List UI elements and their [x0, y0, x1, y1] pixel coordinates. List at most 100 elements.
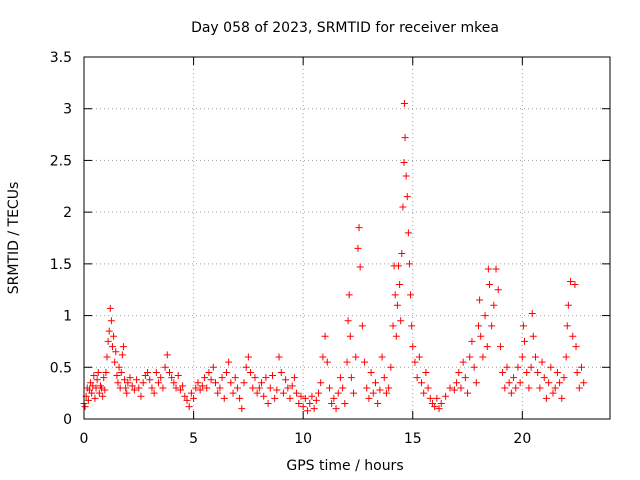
- data-point: [488, 322, 496, 330]
- data-point: [484, 265, 492, 273]
- data-point: [128, 382, 136, 390]
- data-point: [240, 379, 248, 387]
- data-point: [123, 389, 131, 397]
- data-point: [531, 353, 539, 361]
- data-point: [207, 376, 215, 384]
- data-point: [369, 389, 377, 397]
- data-point: [312, 396, 320, 404]
- data-point: [185, 403, 193, 411]
- data-point: [507, 389, 515, 397]
- data-point: [286, 394, 294, 402]
- data-point: [117, 368, 125, 376]
- data-point: [236, 394, 244, 402]
- data-point: [542, 394, 550, 402]
- data-point: [115, 363, 123, 371]
- data-point: [572, 343, 580, 351]
- data-point: [212, 379, 219, 387]
- data-point: [209, 363, 217, 371]
- data-point: [374, 399, 382, 407]
- data-point: [146, 376, 154, 384]
- data-point: [380, 374, 388, 382]
- data-point: [90, 372, 98, 380]
- y-tick-label: 0.5: [50, 360, 72, 376]
- data-point: [538, 358, 546, 366]
- data-point: [315, 389, 323, 397]
- data-point: [505, 379, 513, 387]
- data-point: [494, 286, 502, 294]
- data-point: [133, 376, 141, 384]
- data-point: [334, 389, 342, 397]
- data-point: [426, 394, 434, 402]
- x-tick-label: 5: [189, 431, 198, 447]
- y-tick-label: 1: [63, 309, 72, 325]
- plot-frame: [83, 56, 611, 420]
- data-point: [130, 386, 138, 394]
- data-point: [308, 392, 316, 400]
- data-point: [540, 374, 548, 382]
- data-point: [442, 392, 450, 400]
- data-point: [397, 317, 405, 325]
- data-point: [106, 304, 114, 312]
- data-point: [365, 394, 373, 402]
- data-point: [111, 358, 119, 366]
- data-point: [408, 322, 416, 330]
- data-point: [88, 389, 96, 397]
- data-point: [95, 389, 103, 397]
- data-point: [251, 374, 259, 382]
- data-point: [165, 368, 173, 376]
- data-point: [264, 399, 272, 407]
- data-point: [105, 327, 113, 335]
- data-point: [415, 353, 423, 361]
- x-tick-label: 15: [404, 431, 422, 447]
- data-point: [534, 368, 542, 376]
- data-point: [361, 358, 369, 366]
- data-point: [255, 384, 263, 392]
- data-point: [356, 263, 364, 271]
- data-point: [371, 379, 379, 387]
- x-tick-label: 10: [294, 431, 312, 447]
- data-point: [575, 384, 583, 392]
- data-point: [431, 403, 439, 411]
- data-point: [198, 382, 206, 390]
- data-point: [176, 386, 184, 394]
- data-point: [528, 310, 536, 318]
- data-point: [562, 353, 570, 361]
- data-point: [332, 405, 340, 413]
- data-point: [433, 394, 441, 402]
- data-point: [510, 374, 518, 382]
- data-point: [376, 386, 384, 394]
- data-point: [344, 317, 352, 325]
- data-point: [401, 134, 409, 142]
- data-point: [424, 384, 432, 392]
- data-point: [512, 384, 520, 392]
- data-point: [405, 260, 413, 268]
- data-point: [229, 389, 237, 397]
- data-point: [567, 277, 575, 285]
- data-point: [549, 389, 557, 397]
- data-point: [409, 343, 417, 351]
- data-point: [325, 384, 333, 392]
- data-point: [492, 265, 500, 273]
- data-point: [102, 368, 110, 376]
- data-point: [148, 384, 156, 392]
- data-point: [450, 386, 458, 394]
- data-point: [343, 358, 351, 366]
- data-point: [527, 363, 535, 371]
- data-point: [404, 229, 412, 237]
- data-points: [80, 100, 588, 415]
- data-point: [242, 363, 250, 371]
- data-point: [179, 382, 187, 390]
- data-point: [126, 374, 134, 382]
- data-point: [194, 379, 202, 387]
- data-point: [521, 337, 529, 345]
- data-point: [525, 384, 533, 392]
- chart-title: Day 058 of 2023, SRMTID for receiver mke…: [191, 20, 499, 36]
- data-point: [475, 322, 482, 330]
- data-point: [354, 244, 362, 252]
- data-point: [110, 332, 118, 340]
- data-point: [181, 392, 189, 400]
- x-tick-label: 0: [80, 431, 89, 447]
- data-point: [523, 368, 531, 376]
- data-point: [273, 386, 281, 394]
